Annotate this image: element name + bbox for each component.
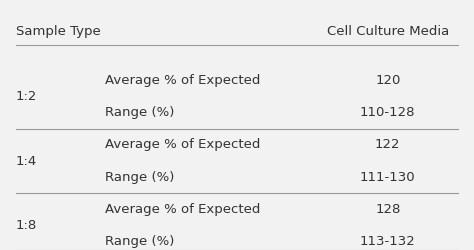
Text: 1:4: 1:4 xyxy=(16,154,37,167)
Text: 113-132: 113-132 xyxy=(360,234,416,247)
Text: Range (%): Range (%) xyxy=(105,234,174,247)
Text: Average % of Expected: Average % of Expected xyxy=(105,138,260,151)
Text: 122: 122 xyxy=(375,138,401,151)
Text: 120: 120 xyxy=(375,74,401,87)
Text: Range (%): Range (%) xyxy=(105,106,174,119)
Text: 1:8: 1:8 xyxy=(16,218,37,231)
Text: Range (%): Range (%) xyxy=(105,170,174,183)
Text: Average % of Expected: Average % of Expected xyxy=(105,202,260,215)
Text: Cell Culture Media: Cell Culture Media xyxy=(327,24,449,38)
Text: Average % of Expected: Average % of Expected xyxy=(105,74,260,87)
Text: 128: 128 xyxy=(375,202,401,215)
Text: 110-128: 110-128 xyxy=(360,106,416,119)
Text: 111-130: 111-130 xyxy=(360,170,416,183)
Text: 1:2: 1:2 xyxy=(16,90,37,103)
Text: Sample Type: Sample Type xyxy=(16,24,100,38)
